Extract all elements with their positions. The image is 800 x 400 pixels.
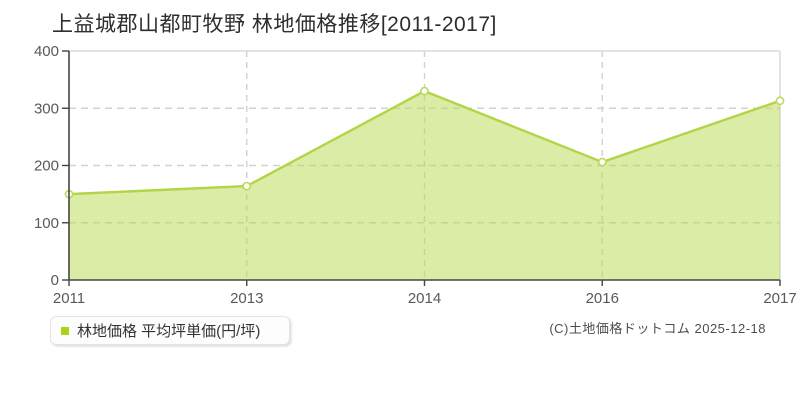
legend-series-label: 林地価格 平均坪単価(円/坪) (77, 323, 261, 340)
chart-title: 上益城郡山都町牧野 林地価格推移[2011-2017] (52, 13, 497, 36)
copyright-text: (C)土地価格ドットコム 2025-12-18 (549, 321, 766, 336)
x-tick-label: 2014 (408, 290, 441, 307)
series-area-fill (69, 91, 780, 280)
x-tick-label: 2013 (230, 290, 263, 307)
y-tick-label: 100 (34, 215, 59, 232)
data-point-marker (597, 157, 607, 167)
y-tick-label: 300 (34, 100, 59, 117)
x-tick-label: 2016 (586, 290, 619, 307)
y-tick-label: 200 (34, 158, 59, 175)
legend-series-marker-icon (61, 326, 69, 335)
legend: 林地価格 平均坪単価(円/坪) (50, 316, 290, 345)
data-point-marker (242, 181, 252, 191)
data-point-marker (420, 86, 429, 96)
y-tick-label: 0 (51, 272, 59, 289)
x-tick-label: 2011 (53, 290, 85, 307)
y-tick-label: 400 (34, 43, 59, 60)
x-tick-label: 2017 (763, 290, 796, 307)
data-point-marker (775, 96, 785, 106)
